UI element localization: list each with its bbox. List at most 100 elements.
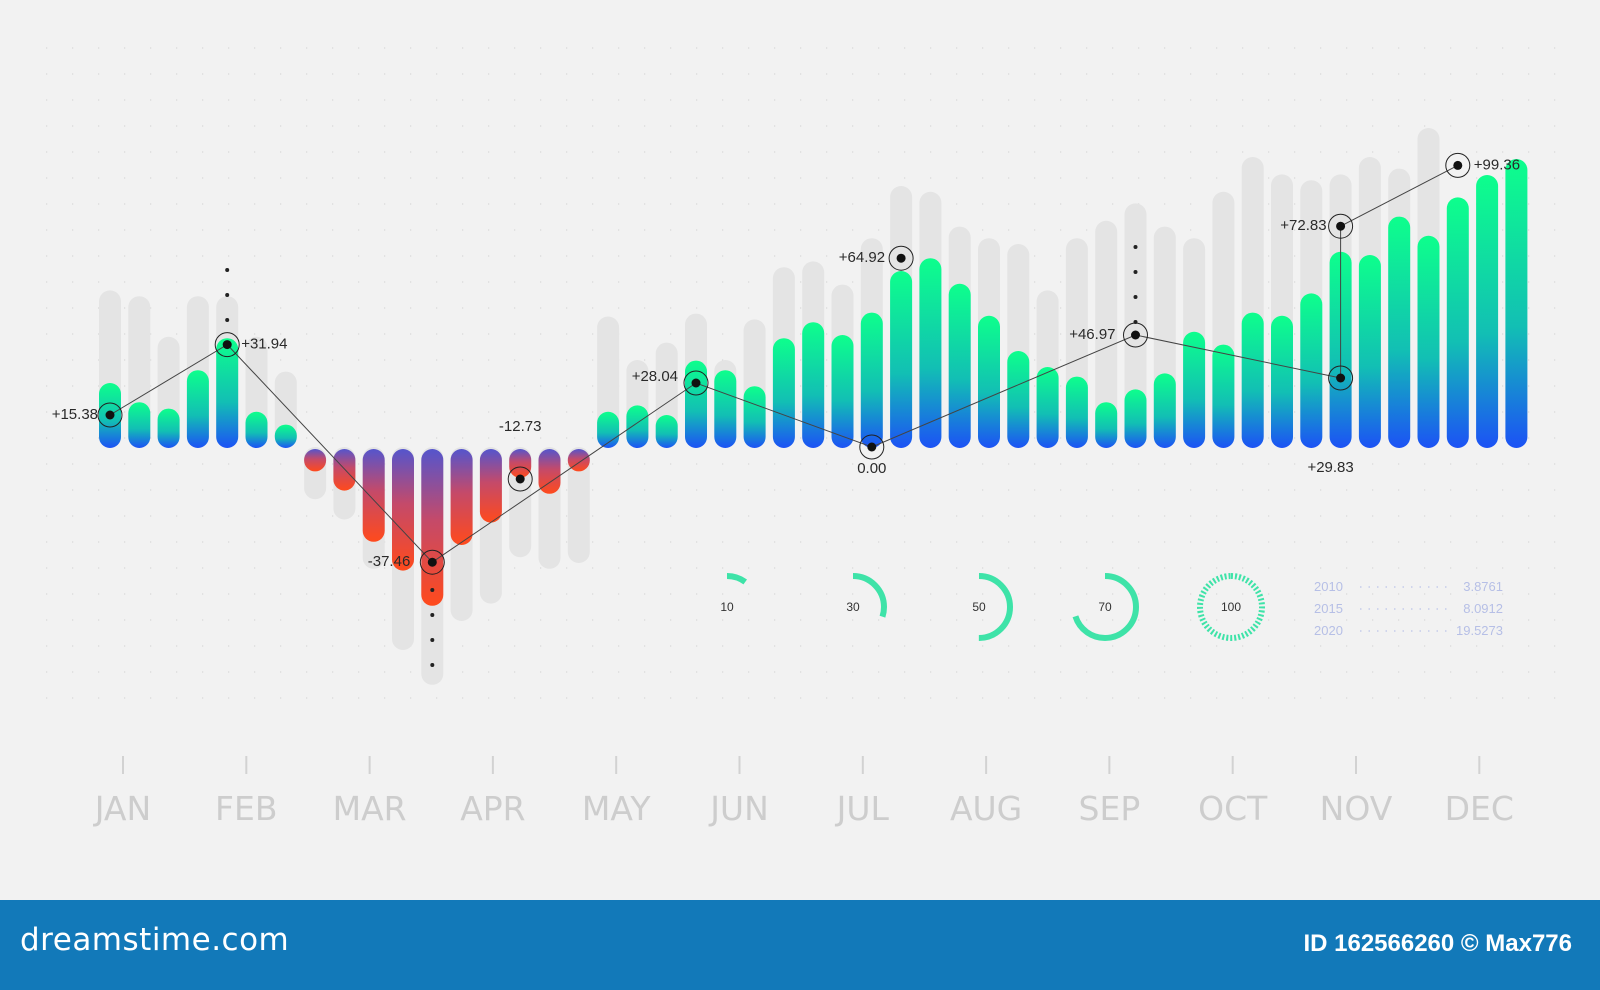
dot-stacks	[225, 245, 1137, 667]
gauge-label: 100	[1221, 600, 1241, 614]
bar	[802, 322, 824, 448]
bar	[1505, 159, 1527, 448]
dot	[225, 268, 229, 272]
bar	[1359, 255, 1381, 448]
month-label: OCT	[1198, 789, 1268, 828]
bar	[1447, 197, 1469, 448]
dot	[1134, 245, 1138, 249]
point-label: +46.97	[1069, 326, 1115, 343]
legend-table: 2010 3.8761 2015 8.0912 2020 19.5273	[1314, 579, 1503, 638]
bar	[333, 449, 355, 491]
month-label: JUN	[708, 789, 769, 828]
month-label: JUL	[835, 789, 890, 828]
legend-value: 3.8761	[1463, 579, 1503, 594]
point-dot	[1336, 374, 1345, 383]
point-dot	[223, 340, 232, 349]
bar	[363, 449, 385, 542]
bar	[421, 449, 443, 606]
bar	[158, 409, 180, 448]
month-label: AUG	[950, 789, 1022, 828]
bar	[1125, 389, 1147, 448]
bar	[1066, 377, 1088, 448]
dot	[1134, 295, 1138, 299]
bar	[949, 284, 971, 448]
chart: +15.38 +31.94 -37.46 -12.73 +28.04 +64.92 0.00…	[0, 0, 1600, 900]
point-dot	[1453, 161, 1462, 170]
bar	[861, 313, 883, 448]
point-dot	[867, 443, 876, 452]
bar	[1271, 316, 1293, 448]
legend-year: 2020	[1314, 623, 1343, 638]
footer-image-id: ID 162566260 © Max776	[1303, 930, 1572, 958]
dot	[1134, 270, 1138, 274]
legend-year: 2010	[1314, 579, 1343, 594]
gauges: 10 30 50 70 100	[696, 576, 1262, 638]
month-label: SEP	[1079, 789, 1141, 828]
point-label: +72.83	[1280, 217, 1326, 234]
bar	[656, 415, 678, 448]
point-label: +64.92	[839, 249, 885, 266]
bar	[304, 449, 326, 471]
point-label: +15.38	[52, 406, 98, 423]
gauge-label: 50	[972, 600, 986, 614]
point-label: -37.46	[368, 553, 411, 570]
bar	[216, 338, 238, 448]
bar	[480, 449, 502, 523]
bar	[744, 386, 766, 448]
legend-value: 8.0912	[1463, 601, 1503, 616]
legend-year: 2015	[1314, 601, 1343, 616]
bar	[1242, 313, 1264, 448]
month-label: MAR	[333, 789, 407, 828]
bar	[1095, 402, 1117, 448]
gauge-label: 70	[1098, 600, 1112, 614]
month-label: FEB	[215, 789, 277, 828]
dot	[430, 588, 434, 592]
bar	[275, 425, 297, 448]
dot	[430, 638, 434, 642]
month-label: DEC	[1445, 789, 1514, 828]
legend-value: 19.5273	[1456, 623, 1503, 638]
bar	[890, 271, 912, 448]
point-label: +29.83	[1307, 459, 1353, 476]
bar	[1212, 345, 1234, 448]
gauge-label: 30	[846, 600, 860, 614]
bar	[509, 449, 531, 478]
footer-bar: dreamstime.com ID 162566260 © Max776	[0, 900, 1600, 990]
dot	[430, 663, 434, 667]
point-dot	[1131, 331, 1140, 340]
bar	[1476, 175, 1498, 448]
bar	[451, 449, 473, 545]
point-dot	[516, 475, 525, 484]
month-axis: JAN FEB MAR APR MAY JUN JUL AUG SEP OCT NOV DEC	[93, 756, 1514, 828]
dot	[225, 293, 229, 297]
bar	[1037, 367, 1059, 448]
dot	[225, 318, 229, 322]
point-label: +99.36	[1474, 156, 1520, 173]
month-label: NOV	[1320, 789, 1393, 828]
month-label: APR	[460, 789, 525, 828]
point-label: +28.04	[632, 368, 678, 385]
bar	[128, 402, 150, 448]
point-dot	[692, 379, 701, 388]
bar	[187, 370, 209, 448]
bar	[539, 449, 561, 494]
month-label: MAY	[582, 789, 651, 828]
bar	[919, 258, 941, 448]
bar	[1418, 236, 1440, 448]
bar	[832, 335, 854, 448]
footer-logo: dreamstime.com	[20, 922, 289, 958]
bar	[626, 405, 648, 448]
point-dot	[428, 558, 437, 567]
point-dot	[897, 254, 906, 263]
bar	[978, 316, 1000, 448]
bar	[1154, 373, 1176, 448]
bar	[773, 338, 795, 448]
month-label: JAN	[93, 789, 151, 828]
bar	[714, 370, 736, 448]
dot	[430, 613, 434, 617]
point-dot	[1336, 222, 1345, 231]
bar	[1007, 351, 1029, 448]
gauge-label: 10	[720, 600, 734, 614]
bar	[246, 412, 268, 448]
point-label: 0.00	[857, 460, 886, 477]
